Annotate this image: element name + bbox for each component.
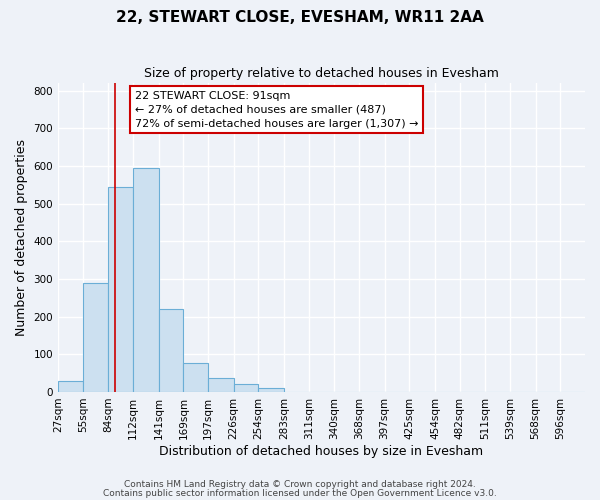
Bar: [233, 384, 259, 392]
Bar: [83, 282, 109, 392]
Text: Contains HM Land Registry data © Crown copyright and database right 2024.: Contains HM Land Registry data © Crown c…: [124, 480, 476, 489]
Y-axis label: Number of detached properties: Number of detached properties: [15, 139, 28, 336]
Bar: [158, 309, 184, 392]
Bar: [58, 382, 83, 392]
X-axis label: Distribution of detached houses by size in Evesham: Distribution of detached houses by size …: [160, 444, 484, 458]
Text: 22 STEWART CLOSE: 91sqm
← 27% of detached houses are smaller (487)
72% of semi-d: 22 STEWART CLOSE: 91sqm ← 27% of detache…: [135, 90, 418, 128]
Bar: [133, 168, 158, 392]
Bar: [109, 186, 133, 392]
Bar: [259, 388, 284, 392]
Title: Size of property relative to detached houses in Evesham: Size of property relative to detached ho…: [144, 68, 499, 80]
Text: 22, STEWART CLOSE, EVESHAM, WR11 2AA: 22, STEWART CLOSE, EVESHAM, WR11 2AA: [116, 10, 484, 25]
Bar: [208, 378, 233, 392]
Text: Contains public sector information licensed under the Open Government Licence v3: Contains public sector information licen…: [103, 488, 497, 498]
Bar: [184, 362, 208, 392]
